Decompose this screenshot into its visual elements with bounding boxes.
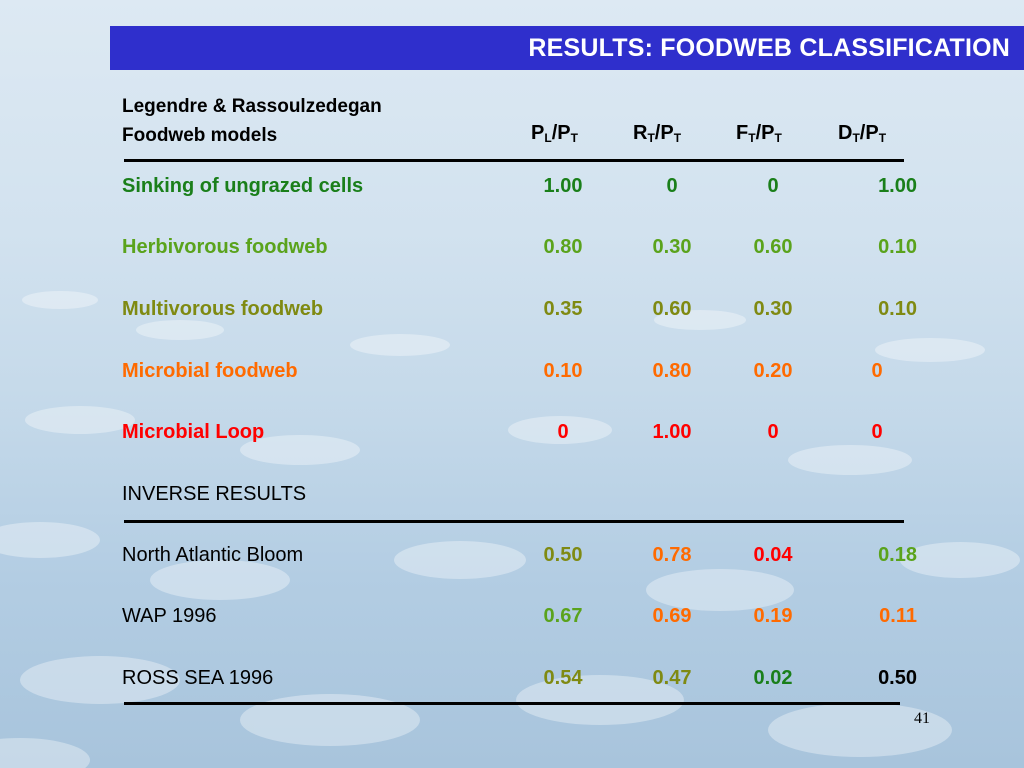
value-cell: 0 bbox=[767, 175, 779, 197]
value-cell: 0.80 bbox=[543, 236, 583, 258]
row-label: ROSS SEA 1996 bbox=[122, 667, 274, 689]
column-header-pl-pt: PL/PT bbox=[531, 122, 578, 145]
value-cell: 0.50 bbox=[878, 667, 917, 689]
value-cell: 0.54 bbox=[543, 667, 583, 689]
value-cell: 0.50 bbox=[543, 544, 583, 566]
value-cell: 0.02 bbox=[753, 667, 793, 689]
value-cell: 0.10 bbox=[878, 298, 917, 320]
value-cell: 0.30 bbox=[753, 298, 793, 320]
value-cell: 0 bbox=[871, 360, 883, 382]
row-label: Sinking of ungrazed cells bbox=[122, 175, 364, 197]
row-label: North Atlantic Bloom bbox=[122, 544, 304, 566]
header-subtitle: Foodweb models bbox=[122, 125, 278, 146]
value-cell: 0.80 bbox=[652, 360, 692, 382]
value-cell: 0 bbox=[666, 175, 678, 197]
value-cell: 0.30 bbox=[652, 236, 692, 258]
value-cell: 0.47 bbox=[652, 667, 692, 689]
value-cell: 0.60 bbox=[652, 298, 692, 320]
value-cell: 0.20 bbox=[753, 360, 793, 382]
column-header-rt-pt: RT/PT bbox=[633, 122, 682, 145]
inverse-divider bbox=[124, 520, 904, 523]
value-cell: 0.35 bbox=[543, 298, 583, 320]
header-divider bbox=[124, 159, 904, 162]
row-label: WAP 1996 bbox=[122, 605, 217, 627]
row-label: Herbivorous foodweb bbox=[122, 236, 328, 258]
value-cell: 0.11 bbox=[879, 605, 917, 627]
value-cell: 0.19 bbox=[753, 605, 793, 627]
value-cell: 1.00 bbox=[652, 421, 692, 443]
row-label: Multivorous foodweb bbox=[122, 298, 324, 320]
value-cell: 0.10 bbox=[878, 236, 917, 258]
value-cell: 1.00 bbox=[543, 175, 583, 197]
page-title: RESULTS: FOODWEB CLASSIFICATION bbox=[528, 34, 1010, 62]
value-cell: 1.00 bbox=[878, 175, 917, 197]
value-cell: 0 bbox=[557, 421, 569, 443]
value-cell: 0.10 bbox=[543, 360, 583, 382]
value-cell: 0.78 bbox=[652, 544, 692, 566]
value-cell: 0.67 bbox=[543, 605, 583, 627]
column-header-ft-pt: FT/PT bbox=[736, 122, 782, 145]
value-cell: 0 bbox=[871, 421, 883, 443]
page-number: 41 bbox=[914, 710, 930, 727]
value-cell: 0 bbox=[767, 421, 779, 443]
column-header-dt-pt: DT/PT bbox=[838, 122, 887, 145]
row-label: Microbial Loop bbox=[122, 421, 265, 443]
value-cell: 0.04 bbox=[753, 544, 793, 566]
inverse-results-heading: INVERSE RESULTS bbox=[122, 483, 307, 505]
header-authors: Legendre & Rassoulzedegan bbox=[122, 96, 382, 117]
row-label: Microbial foodweb bbox=[122, 360, 298, 382]
table-bottom-rule bbox=[124, 702, 900, 705]
value-cell: 0.69 bbox=[652, 605, 692, 627]
title-bar: RESULTS: FOODWEB CLASSIFICATION bbox=[110, 26, 1024, 70]
value-cell: 0.18 bbox=[878, 544, 917, 566]
value-cell: 0.60 bbox=[753, 236, 793, 258]
